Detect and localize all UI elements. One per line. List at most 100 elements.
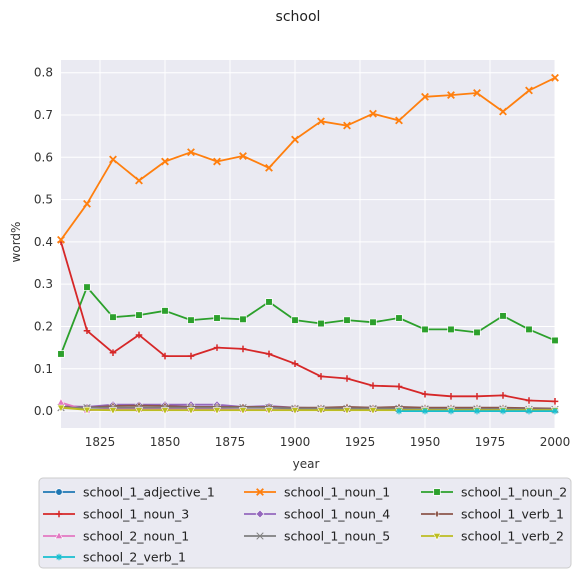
data-point [447,325,455,334]
legend-label: school_1_noun_4 [284,507,390,522]
data-point [83,199,91,208]
x-tick-label: 1925 [345,435,376,449]
data-point [421,325,429,334]
data-point [395,116,403,125]
data-point [265,350,273,358]
legend: school_1_adjective_1 school_1_noun_1 schoo… [38,477,572,569]
data-point [447,407,455,415]
y-tick-label: 0.7 [34,108,53,122]
data-point [291,360,299,368]
x-tick-label: 1950 [410,435,441,449]
data-point [291,316,299,324]
data-point [369,318,377,326]
legend-label: school_1_noun_5 [284,529,390,544]
data-point [317,373,325,380]
data-point [134,407,144,415]
data-point [434,509,440,519]
data-point [525,325,533,334]
data-point [109,155,117,164]
data-point [395,314,403,322]
x-tick-label: 2000 [540,435,571,449]
data-point [213,344,221,351]
data-point [238,407,248,415]
chart-title: school [276,9,321,25]
data-point [256,488,264,496]
legend-item: school_1_noun_2 [421,485,567,500]
data-point [83,327,91,335]
data-point [55,510,63,518]
data-point [447,392,455,400]
x-tick-label: 1975 [475,435,506,449]
y-tick-label: 0.6 [34,150,53,164]
data-point [421,407,429,415]
data-point [421,390,429,398]
x-tick-label: 1825 [85,435,116,449]
data-point [525,86,533,95]
data-point [317,319,325,328]
data-point [265,298,273,306]
series-line [61,406,555,411]
plot-area [61,60,555,428]
legend-label: school_1_noun_2 [461,485,567,500]
data-point [256,532,264,540]
data-point [290,407,300,415]
series-line [60,76,556,241]
legend-item: school_1_noun_5 [244,529,390,544]
legend-item: school_1_verb_1 [421,507,564,522]
legend-box [38,477,572,569]
data-point [213,157,221,166]
series-layer [56,73,560,415]
legend-item: school_1_adjective_1 [43,485,215,500]
data-point [161,157,169,166]
legend-label: school_1_adjective_1 [83,485,215,500]
legend-label: school_2_verb_1 [83,550,186,565]
series-school_1_noun_3 [57,238,559,405]
data-point [291,135,299,144]
data-point [551,407,559,415]
legend-item: school_1_noun_4 [244,507,390,522]
data-point [239,152,247,160]
data-point [499,312,507,320]
data-point [109,349,117,357]
data-point [82,406,92,415]
data-point [255,509,265,519]
series-line [60,286,556,355]
data-point [395,383,403,390]
y-tick-label: 0.5 [34,193,53,207]
x-axis-ticks: 1825 1850 1875 1900 1925 1950 1975 2000 [85,435,571,449]
legend-item: school_1_verb_2 [421,529,564,544]
data-point [369,109,377,118]
data-point [473,407,481,415]
y-tick-label: 0.2 [34,319,53,333]
legend-label: school_1_noun_1 [284,485,390,500]
data-point [239,315,247,323]
legend-label: school_1_verb_2 [461,529,564,544]
data-point [186,407,196,415]
y-tick-label: 0.4 [34,235,53,249]
data-point [57,350,65,358]
data-point [135,176,143,185]
data-point [55,553,63,561]
data-point [421,92,429,101]
x-tick-label: 1875 [215,435,246,449]
x-tick-label: 1900 [280,435,311,449]
data-point [239,345,247,353]
data-point [160,407,170,415]
data-point [108,407,118,415]
data-point [265,163,273,172]
data-point [433,488,441,496]
legend-item: school_2_noun_1 [43,529,189,544]
data-point [551,336,559,345]
data-point [368,407,378,415]
data-point [135,331,143,339]
data-point [83,283,91,291]
data-point [473,328,481,337]
series-school_2_verb_1 [395,407,559,415]
data-point [473,392,481,400]
legend-item: school_1_noun_3 [43,507,189,522]
data-point [213,314,221,322]
y-tick-label: 0.3 [34,277,53,291]
data-point [432,533,442,541]
x-axis-title: year [293,457,320,471]
